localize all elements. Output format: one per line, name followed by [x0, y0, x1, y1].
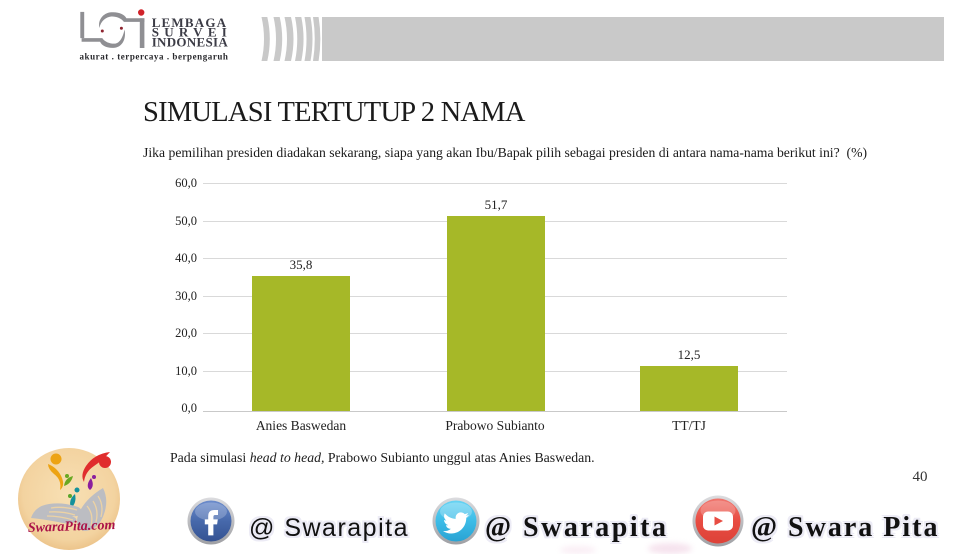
svg-text:akurat . terpercaya . berpenga: akurat . terpercaya . berpengaruh [80, 51, 229, 61]
svg-text:SwaraPita.com: SwaraPita.com [28, 518, 116, 536]
svg-text:SURVEI: SURVEI [152, 25, 232, 40]
svg-text:INDONESIA: INDONESIA [152, 35, 229, 50]
svg-text:LEMBAGA: LEMBAGA [152, 15, 228, 30]
